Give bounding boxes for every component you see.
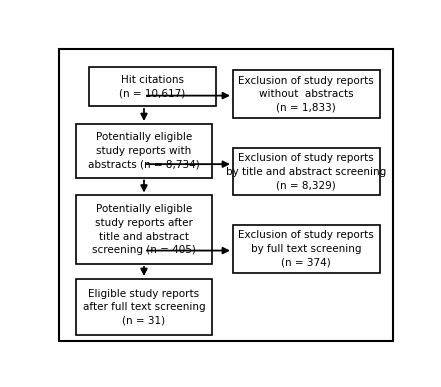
Bar	[233, 148, 380, 195]
Text: Exclusion of study reports
by full text screening
(n = 374): Exclusion of study reports by full text …	[239, 231, 374, 268]
Text: Exclusion of study reports
by title and abstract screening
(n = 8,329): Exclusion of study reports by title and …	[226, 153, 386, 190]
Bar	[89, 67, 216, 106]
Bar	[233, 225, 380, 273]
Bar	[76, 124, 213, 178]
Bar	[233, 70, 380, 118]
Bar	[76, 279, 213, 336]
Bar	[76, 195, 213, 264]
Text: Hit citations
(n = 10,617): Hit citations (n = 10,617)	[120, 75, 186, 98]
Text: Eligible study reports
after full text screening
(n = 31): Eligible study reports after full text s…	[82, 289, 206, 326]
Text: Potentially eligible
study reports with
abstracts (n = 8,734): Potentially eligible study reports with …	[88, 132, 200, 170]
Text: Exclusion of study reports
without  abstracts
(n = 1,833): Exclusion of study reports without abstr…	[239, 75, 374, 113]
Text: Potentially eligible
study reports after
title and abstract
screening (n = 405): Potentially eligible study reports after…	[92, 204, 196, 255]
